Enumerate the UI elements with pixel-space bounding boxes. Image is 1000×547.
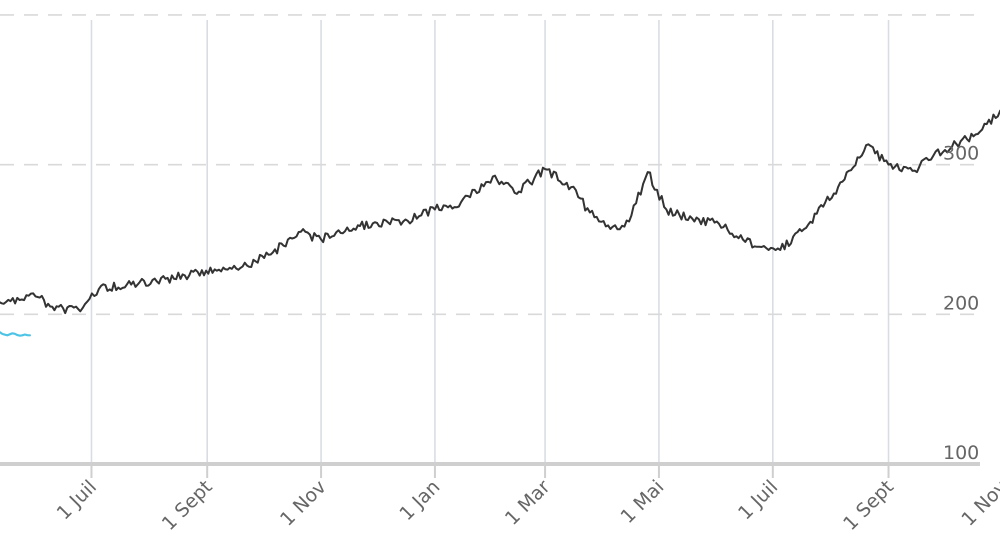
- y-tick-label: 300: [943, 143, 979, 165]
- y-tick-label: 200: [943, 292, 979, 314]
- y-tick-label: 100: [943, 442, 979, 464]
- series-line: [0, 331, 31, 337]
- x-axis-labels: 1 Juil 1 Sept 1 Nov 1 Jan 1 Mar 1 Mai 1 Juil 1 …: [53, 476, 1000, 535]
- x-tick-label: 1 Nov: [957, 476, 1000, 531]
- x-tick-label: 1 Mar: [501, 476, 555, 530]
- x-tick-label: 1 Nov: [276, 476, 331, 531]
- x-tick-label: 1 Sept: [158, 476, 217, 535]
- x-tick-label: 1 Juil: [53, 476, 101, 524]
- x-tick-label: 1 Jan: [395, 476, 444, 525]
- x-tick-label: 1 Mai: [617, 476, 669, 528]
- x-tick-label: 1 Juil: [734, 476, 782, 524]
- y-axis-labels: 100 200 300: [943, 143, 979, 464]
- series-line: [0, 109, 1000, 315]
- series-layer: [0, 109, 1000, 337]
- vertical-gridlines: [90, 20, 890, 462]
- x-tick-label: 1 Sept: [839, 476, 898, 535]
- horizontal-gridlines: [0, 14, 980, 316]
- x-axis: [0, 462, 980, 478]
